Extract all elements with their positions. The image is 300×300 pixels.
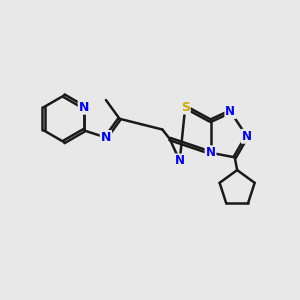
Text: N: N [225, 105, 236, 118]
Text: N: N [79, 101, 89, 114]
Text: N: N [206, 146, 215, 159]
Text: N: N [175, 154, 185, 167]
Text: N: N [242, 130, 252, 143]
Text: S: S [181, 100, 190, 113]
Text: N: N [101, 131, 111, 144]
